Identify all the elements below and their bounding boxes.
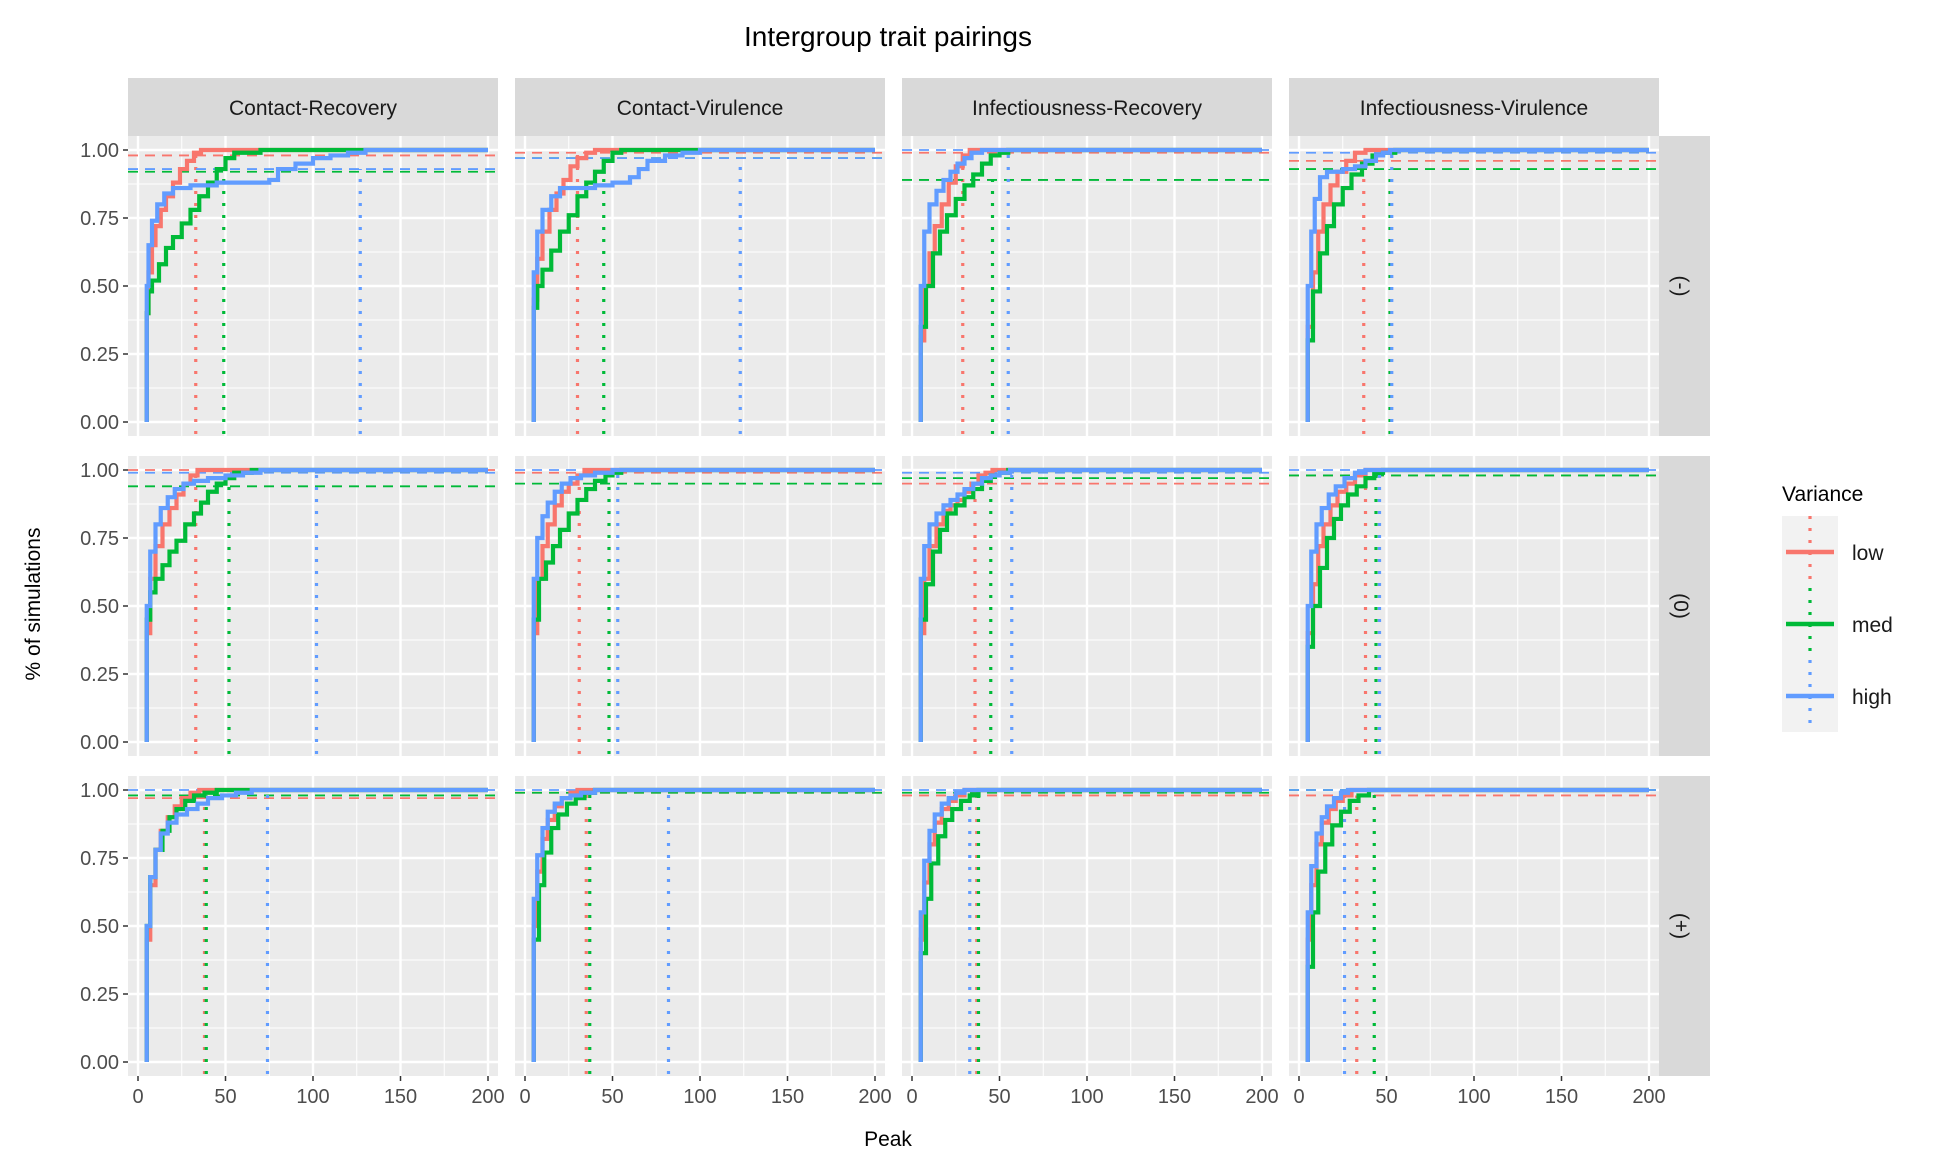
column-strip [515, 78, 885, 136]
series-line-high [531, 147, 875, 422]
series-line-high [144, 147, 488, 422]
facet-panel [1289, 456, 1659, 756]
x-tick-label: 200 [1245, 1086, 1278, 1108]
y-tick-label: 0.25 [80, 664, 119, 686]
x-tick-label: 200 [1632, 1086, 1665, 1108]
series-line-med [1305, 467, 1649, 742]
row-strip-label: (0) [1669, 593, 1692, 619]
series-line-high [531, 467, 875, 742]
x-tick-label: 0 [906, 1086, 917, 1108]
series-line-med [144, 467, 488, 742]
series-line-high [144, 787, 488, 1062]
facet-panel [902, 456, 1272, 756]
legend-keys: low med high [1782, 516, 1893, 732]
column-strip-label: Infectiousness-Recovery [972, 97, 1202, 120]
y-tick-label: 0.75 [80, 208, 119, 230]
series-line-high [918, 787, 1262, 1062]
legend-label: low [1852, 542, 1884, 565]
series-line-med [918, 147, 1262, 422]
facet-panel [515, 136, 885, 436]
facet-panel [515, 456, 885, 756]
column-strip [1289, 78, 1659, 136]
x-tick-label: 150 [1545, 1086, 1578, 1108]
series-line-high [918, 147, 1262, 422]
series-line-high [1305, 787, 1649, 1062]
legend-item-high: high [1782, 660, 1892, 732]
x-tick-label: 200 [858, 1086, 891, 1108]
series-line-high [1305, 147, 1649, 422]
series-line-high [918, 467, 1262, 742]
facet-panel [902, 136, 1272, 436]
x-tick-label: 100 [1070, 1086, 1103, 1108]
facet-panel: 0.00 0.25 0.50 0.75 1.00 0 50 100 150 200 [80, 776, 505, 1108]
y-tick-label: 1.00 [80, 140, 119, 162]
x-tick-label: 50 [214, 1086, 236, 1108]
row-strip [1651, 136, 1710, 436]
x-tick-label: 150 [771, 1086, 804, 1108]
series-line-high [1305, 467, 1649, 742]
legend-item-med: med [1782, 588, 1893, 660]
x-tick-label: 100 [1457, 1086, 1490, 1108]
column-strip [902, 78, 1272, 136]
x-axis-label: Peak [864, 1128, 912, 1151]
y-tick-label: 1.00 [80, 780, 119, 802]
y-axis-label: % of simulations [22, 528, 45, 681]
x-tick-label: 100 [296, 1086, 329, 1108]
facet-panel [1289, 136, 1659, 436]
x-tick-label: 0 [132, 1086, 143, 1108]
y-tick-label: 0.00 [80, 1052, 119, 1074]
y-tick-label: 0.75 [80, 848, 119, 870]
row-strip-label: (+) [1669, 913, 1692, 939]
legend-label: med [1852, 614, 1893, 637]
row-strip [1651, 456, 1710, 756]
y-tick-label: 0.25 [80, 984, 119, 1006]
chart-title: Intergroup trait pairings [744, 21, 1032, 52]
legend-label: high [1852, 686, 1892, 709]
series-line-med [531, 147, 875, 422]
row-strip [1651, 776, 1710, 1076]
facet-panel: 0 50 100 150 200 [902, 776, 1279, 1108]
column-strip-label: Infectiousness-Virulence [1360, 97, 1588, 120]
x-tick-label: 0 [1293, 1086, 1304, 1108]
legend-title: Variance [1782, 483, 1863, 506]
y-tick-label: 0.50 [80, 916, 119, 938]
facet-panel: 0 50 100 150 200 [1289, 776, 1666, 1108]
facet-panel: 0.00 0.25 0.50 0.75 1.00 [80, 456, 498, 756]
y-tick-label: 0.75 [80, 528, 119, 550]
x-tick-label: 50 [1375, 1086, 1397, 1108]
column-strip-label: Contact-Virulence [617, 97, 784, 120]
x-tick-label: 50 [601, 1086, 623, 1108]
y-tick-label: 0.00 [80, 412, 119, 434]
facet-panel: 0 50 100 150 200 [515, 776, 892, 1108]
series-line-med [144, 147, 488, 422]
series-line-high [144, 467, 488, 742]
y-tick-label: 0.25 [80, 344, 119, 366]
y-tick-label: 0.50 [80, 596, 119, 618]
x-tick-label: 150 [384, 1086, 417, 1108]
facet-panels: Contact-Recovery Contact-Virulence Infecti… [80, 78, 1710, 1108]
series-line-med [531, 467, 875, 742]
facet-panel: 0.00 0.25 0.50 0.75 1.00 [80, 136, 498, 436]
column-strip-label: Contact-Recovery [229, 97, 398, 120]
x-tick-label: 150 [1158, 1086, 1191, 1108]
legend: Variance low med high [1782, 483, 1893, 732]
x-tick-label: 50 [988, 1086, 1010, 1108]
y-tick-label: 0.00 [80, 732, 119, 754]
x-tick-label: 200 [471, 1086, 504, 1108]
row-strip-label: (-) [1669, 276, 1692, 297]
legend-item-low: low [1782, 516, 1884, 588]
column-strip [128, 78, 498, 136]
x-tick-label: 100 [683, 1086, 716, 1108]
x-tick-label: 0 [519, 1086, 530, 1108]
series-line-high [531, 787, 875, 1062]
y-tick-label: 0.50 [80, 276, 119, 298]
y-tick-label: 1.00 [80, 460, 119, 482]
